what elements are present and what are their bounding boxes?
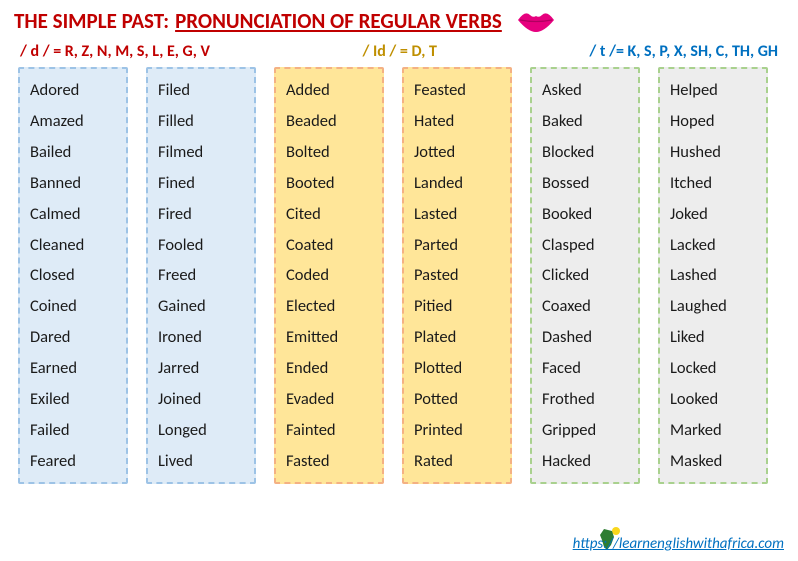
verb-word: Baked	[542, 106, 628, 137]
verb-word: Asked	[542, 75, 628, 106]
verb-word: Filed	[158, 75, 244, 106]
verb-word: Filmed	[158, 137, 244, 168]
verb-word: Cited	[286, 199, 372, 230]
rules-row: / d / = R, Z, N, M, S, L, E, G, V / Id /…	[14, 42, 784, 67]
verb-word: Ended	[286, 353, 372, 384]
verb-word: Adored	[30, 75, 116, 106]
verb-word: Bolted	[286, 137, 372, 168]
verb-word: Closed	[30, 260, 116, 291]
verb-word: Banned	[30, 168, 116, 199]
verb-word: Clicked	[542, 260, 628, 291]
verb-word: Lashed	[670, 260, 756, 291]
verb-word: Emitted	[286, 322, 372, 353]
verb-word: Liked	[670, 322, 756, 353]
verb-word: Coated	[286, 229, 372, 260]
verb-word: Clasped	[542, 229, 628, 260]
verb-word: Hated	[414, 106, 500, 137]
title-prefix: THE SIMPLE PAST:	[14, 8, 169, 34]
verb-word: Masked	[670, 446, 756, 477]
verb-word: Looked	[670, 384, 756, 415]
verb-word: Bossed	[542, 168, 628, 199]
verb-word: Elected	[286, 291, 372, 322]
columns-container: AdoredAmazedBailedBannedCalmedCleanedClo…	[14, 67, 784, 484]
verb-word: Jotted	[414, 137, 500, 168]
word-column: AddedBeadedBoltedBootedCitedCoatedCodedE…	[274, 67, 384, 484]
verb-word: Added	[286, 75, 372, 106]
verb-word: Exiled	[30, 384, 116, 415]
verb-word: Lacked	[670, 229, 756, 260]
word-column: HelpedHopedHushedItchedJokedLackedLashed…	[658, 67, 768, 484]
verb-word: Fined	[158, 168, 244, 199]
verb-word: Evaded	[286, 384, 372, 415]
verb-word: Failed	[30, 415, 116, 446]
word-column: AskedBakedBlockedBossedBookedClaspedClic…	[530, 67, 640, 484]
verb-word: Longed	[158, 415, 244, 446]
verb-word: Booted	[286, 168, 372, 199]
rule-d: / d / = R, Z, N, M, S, L, E, G, V	[20, 42, 210, 61]
verb-word: Printed	[414, 415, 500, 446]
verb-word: Itched	[670, 168, 756, 199]
rule-id: / Id / = D, T	[362, 42, 436, 61]
verb-word: Rated	[414, 446, 500, 477]
verb-word: Feasted	[414, 75, 500, 106]
verb-word: Hushed	[670, 137, 756, 168]
verb-word: Ironed	[158, 322, 244, 353]
verb-word: Laughed	[670, 291, 756, 322]
verb-word: Locked	[670, 353, 756, 384]
word-column: FeastedHatedJottedLandedLastedPartedPast…	[402, 67, 512, 484]
verb-word: Hoped	[670, 106, 756, 137]
verb-word: Coaxed	[542, 291, 628, 322]
verb-word: Beaded	[286, 106, 372, 137]
verb-word: Faced	[542, 353, 628, 384]
verb-word: Filled	[158, 106, 244, 137]
verb-word: Joked	[670, 199, 756, 230]
verb-word: Pitied	[414, 291, 500, 322]
verb-word: Jarred	[158, 353, 244, 384]
verb-word: Frothed	[542, 384, 628, 415]
word-column: FiledFilledFilmedFinedFiredFooledFreedGa…	[146, 67, 256, 484]
verb-word: Dared	[30, 322, 116, 353]
verb-word: Lasted	[414, 199, 500, 230]
verb-word: Earned	[30, 353, 116, 384]
verb-word: Freed	[158, 260, 244, 291]
verb-word: Coded	[286, 260, 372, 291]
verb-word: Parted	[414, 229, 500, 260]
lips-icon	[514, 8, 558, 34]
verb-word: Pasted	[414, 260, 500, 291]
title-main: PRONUNCIATION OF REGULAR VERBS	[175, 8, 502, 34]
source-link[interactable]: https://learnenglishwithafrica.com	[573, 535, 784, 553]
word-column: AdoredAmazedBailedBannedCalmedCleanedClo…	[18, 67, 128, 484]
verb-word: Plated	[414, 322, 500, 353]
verb-word: Coined	[30, 291, 116, 322]
verb-word: Helped	[670, 75, 756, 106]
verb-word: Blocked	[542, 137, 628, 168]
verb-word: Plotted	[414, 353, 500, 384]
verb-word: Fired	[158, 199, 244, 230]
rule-t: / t /= K, S, P, X, SH, C, TH, GH	[589, 42, 778, 61]
page-header: THE SIMPLE PAST: PRONUNCIATION OF REGULA…	[14, 8, 784, 34]
verb-word: Marked	[670, 415, 756, 446]
verb-word: Booked	[542, 199, 628, 230]
verb-word: Gained	[158, 291, 244, 322]
verb-word: Landed	[414, 168, 500, 199]
verb-word: Feared	[30, 446, 116, 477]
verb-word: Bailed	[30, 137, 116, 168]
verb-word: Lived	[158, 446, 244, 477]
verb-word: Potted	[414, 384, 500, 415]
verb-word: Gripped	[542, 415, 628, 446]
verb-word: Fasted	[286, 446, 372, 477]
verb-word: Amazed	[30, 106, 116, 137]
verb-word: Hacked	[542, 446, 628, 477]
verb-word: Calmed	[30, 199, 116, 230]
verb-word: Cleaned	[30, 229, 116, 260]
verb-word: Joined	[158, 384, 244, 415]
verb-word: Dashed	[542, 322, 628, 353]
verb-word: Fooled	[158, 229, 244, 260]
verb-word: Fainted	[286, 415, 372, 446]
